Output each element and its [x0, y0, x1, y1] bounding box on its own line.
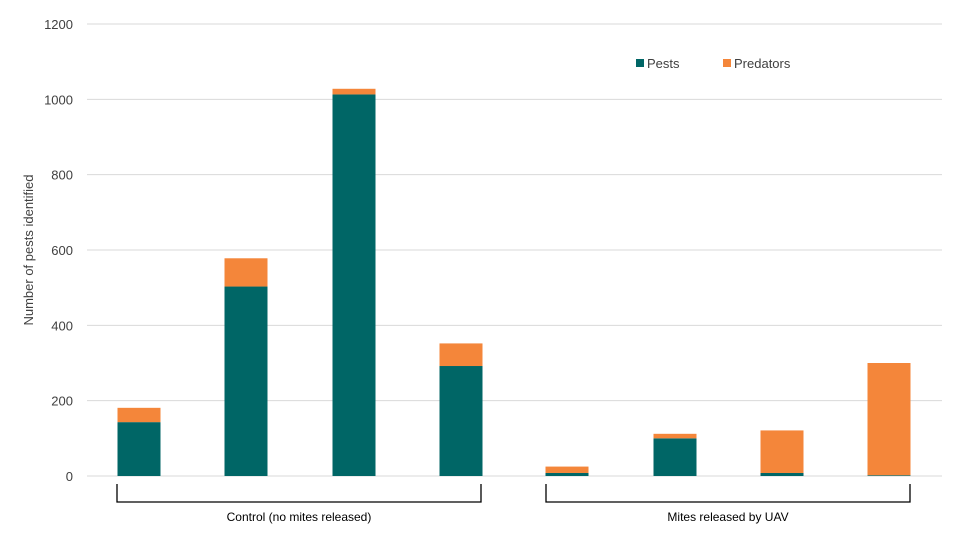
- legend-swatch-pests: [636, 59, 644, 67]
- y-tick-label: 800: [51, 168, 73, 183]
- bar-pests-4: [439, 366, 483, 476]
- bar-predators-4: [439, 343, 483, 367]
- y-tick-label: 200: [51, 394, 73, 409]
- group-label: Control (no mites released): [227, 510, 372, 524]
- y-axis-label: Number of pests identified: [21, 174, 36, 325]
- group-bracket: [116, 484, 482, 503]
- y-axis-ticks: 0 200 400 600 800 1000 1200: [44, 17, 73, 484]
- bar-pests-1: [117, 422, 161, 476]
- group-bracket: [545, 484, 911, 503]
- bar-predators-7: [760, 430, 804, 473]
- legend-label-pests: Pests: [647, 56, 680, 71]
- bar-pests-7: [760, 472, 804, 476]
- y-tick-label: 600: [51, 243, 73, 258]
- legend: Pests Predators: [636, 56, 791, 71]
- bar-predators-2: [224, 258, 268, 287]
- bar-pests-6: [653, 438, 697, 476]
- legend-swatch-predators: [723, 59, 731, 67]
- bar-pests-8: [867, 475, 911, 476]
- group-label: Mites released by UAV: [667, 510, 788, 524]
- bar-predators-3: [332, 88, 376, 95]
- bar-pests-3: [332, 94, 376, 476]
- bar-predators-1: [117, 407, 161, 423]
- bar-predators-6: [653, 433, 697, 439]
- group-brackets: Control (no mites released) Mites release…: [116, 484, 911, 524]
- bar-predators-5: [545, 466, 589, 473]
- bar-pests-2: [224, 286, 268, 476]
- y-tick-label: 1200: [44, 17, 73, 32]
- legend-label-predators: Predators: [734, 56, 791, 71]
- y-tick-label: 400: [51, 318, 73, 333]
- bar-pests-5: [545, 472, 589, 476]
- gridlines: [87, 23, 942, 477]
- y-tick-label: 1000: [44, 92, 73, 107]
- bars: [117, 88, 911, 476]
- y-tick-label: 0: [66, 469, 73, 484]
- bar-predators-8: [867, 363, 911, 476]
